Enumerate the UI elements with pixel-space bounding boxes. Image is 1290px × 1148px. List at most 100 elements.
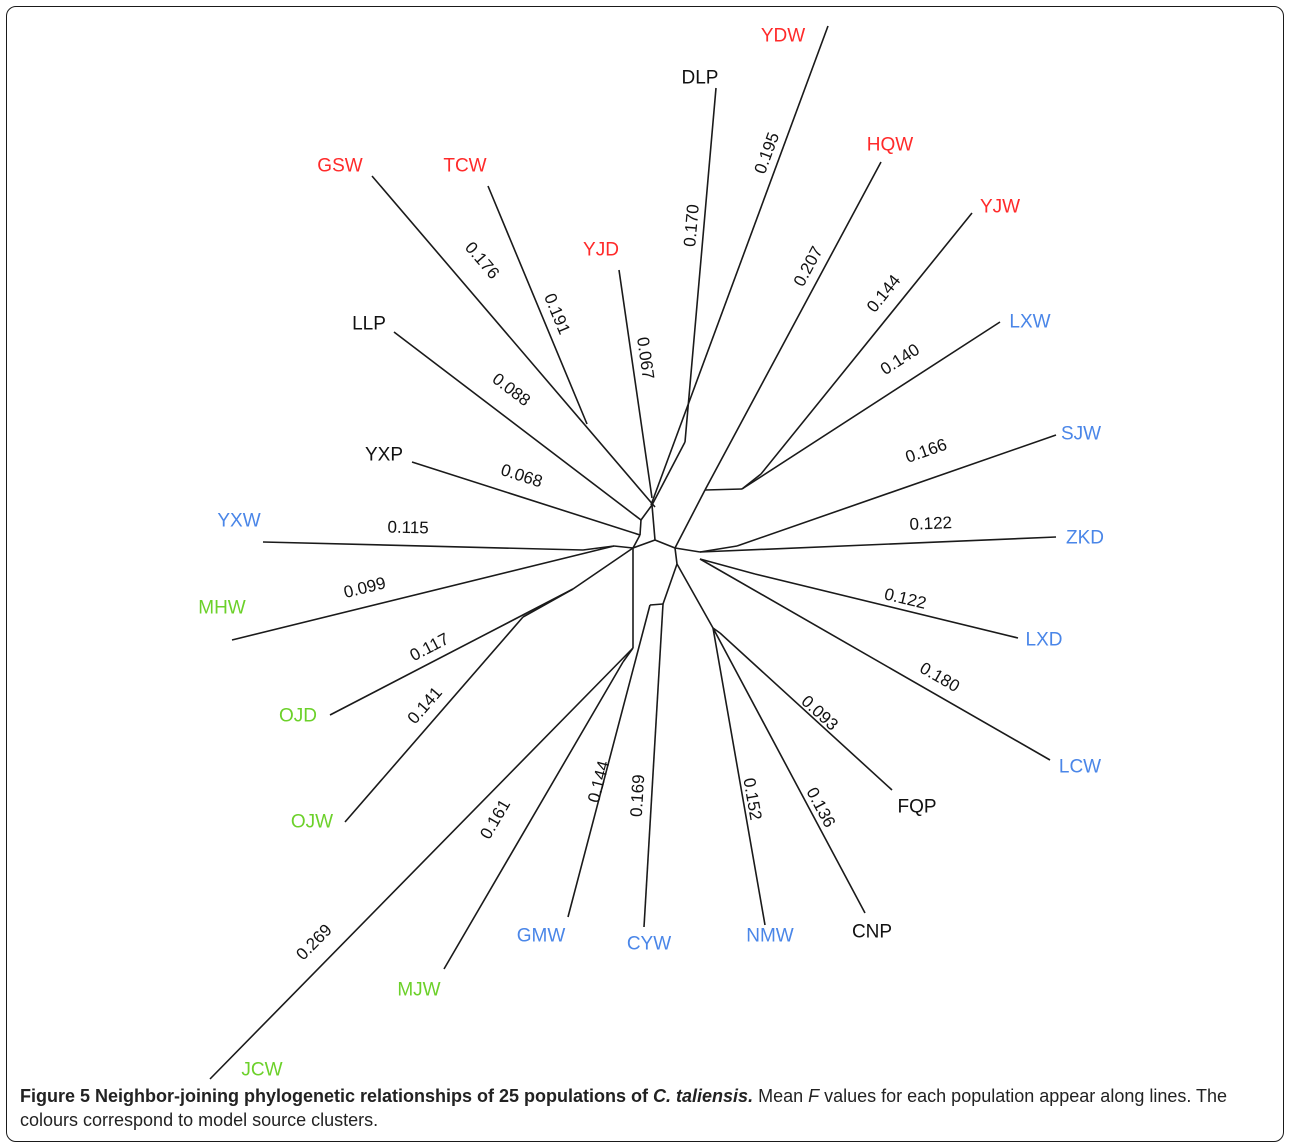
branch-value-lcw: 0.180 [917, 658, 963, 696]
tip-label-lxw: LXW [1009, 312, 1050, 333]
internal-edge-5 [640, 504, 653, 521]
caption-body-before: Mean [753, 1086, 809, 1106]
branch-gsw [371, 175, 656, 508]
branch-value-sjw: 0.166 [903, 435, 949, 467]
branch-llp [393, 331, 642, 521]
branch-gmw [567, 604, 651, 918]
branch-value-yxp: 0.068 [499, 460, 545, 491]
branch-sjw [736, 434, 1057, 547]
branch-mhw [231, 545, 615, 641]
internal-edge-20 [662, 563, 678, 605]
branch-value-ydw: 0.195 [751, 130, 784, 176]
branch-lxd [754, 573, 1019, 639]
internal-edge-2 [651, 504, 656, 541]
tip-label-yjd: YJD [583, 240, 619, 261]
internal-edge-0 [632, 539, 656, 549]
branch-value-yjd: 0.067 [633, 336, 658, 381]
branch-cnp [712, 627, 866, 914]
branch-value-gmw: 0.144 [584, 759, 613, 805]
branch-value-lxd: 0.122 [882, 584, 928, 613]
branch-value-dlp: 0.170 [680, 204, 703, 248]
caption-title: Figure 5 Neighbor-joining phylogenetic r… [20, 1086, 753, 1106]
tip-label-cnp: CNP [852, 922, 892, 943]
tip-label-gmw: GMW [517, 926, 566, 947]
tip-label-yxp: YXP [365, 445, 403, 466]
branch-value-ojd: 0.117 [407, 629, 452, 665]
tip-label-zkd: ZKD [1066, 528, 1104, 549]
branch-ojw [344, 616, 524, 823]
branch-nmw [712, 627, 766, 926]
tip-label-hqw: HQW [867, 135, 914, 156]
branch-value-yjw: 0.144 [863, 271, 905, 316]
branch-value-ojw: 0.141 [404, 683, 446, 728]
branch-lxw [741, 321, 1001, 490]
tip-label-lxd: LXD [1026, 630, 1063, 651]
branch-value-yxw: 0.115 [387, 518, 429, 538]
branch-fqp [719, 632, 893, 791]
internal-edge-8 [632, 534, 641, 549]
figure-caption: Figure 5 Neighbor-joining phylogenetic r… [20, 1084, 1270, 1132]
branch-mjw [443, 661, 624, 970]
caption-species: C. taliensis. [653, 1086, 754, 1106]
branch-value-llp: 0.088 [489, 369, 534, 410]
internal-edges [522, 441, 762, 663]
tip-label-yjw: YJW [980, 197, 1020, 218]
internal-edge-21 [649, 603, 664, 606]
branch-yjw [760, 212, 973, 475]
tip-labels: GSW TCW YJD DLP YDW HQW YJW LXW SJW ZKD LXD LCW FQP C… [198, 26, 1104, 1081]
branch-value-mjw: 0.161 [476, 796, 514, 842]
branch-ojd [329, 588, 574, 716]
internal-edge-15 [674, 489, 706, 549]
tip-label-ydw: YDW [761, 26, 805, 47]
tip-label-dlp: DLP [682, 68, 719, 89]
tip-label-tcw: TCW [443, 156, 486, 177]
internal-edge-23 [699, 558, 756, 575]
tip-label-ojw: OJW [291, 812, 333, 833]
internal-edge-11 [572, 547, 634, 590]
internal-edge-1 [654, 539, 676, 549]
branch-value-fqp: 0.093 [798, 692, 842, 735]
internal-edge-4 [674, 547, 678, 565]
caption-f-letter: F [808, 1086, 820, 1106]
branch-value-mhw: 0.099 [342, 573, 388, 602]
internal-edge-7 [639, 519, 642, 536]
tip-label-sjw: SJW [1061, 424, 1101, 445]
tip-label-cyw: CYW [627, 934, 671, 955]
branch-yxp [411, 461, 641, 536]
branch-lcw [699, 558, 1051, 761]
tip-label-yxw: YXW [217, 511, 260, 532]
branch-tcw [487, 185, 588, 425]
tip-label-llp: LLP [352, 314, 386, 335]
internal-edge-3 [674, 547, 701, 553]
branch-value-nmw: 0.152 [739, 776, 765, 821]
branch-ydw [650, 25, 829, 506]
branch-value-hqw: 0.207 [790, 243, 827, 289]
branch-yjd [618, 269, 653, 499]
branch-value-lxw: 0.140 [877, 340, 923, 379]
figure-frame [6, 6, 1284, 1142]
tip-label-mhw: MHW [198, 598, 246, 619]
tip-branches [209, 25, 1057, 1080]
branch-hqw [704, 161, 882, 491]
tip-label-nmw: NMW [746, 926, 794, 947]
branch-jcw [209, 647, 634, 1080]
branch-dlp [684, 87, 717, 443]
internal-edge-9 [613, 545, 634, 549]
tip-label-jcw: JCW [241, 1060, 282, 1081]
branch-value-cyw: 0.169 [627, 774, 648, 818]
tip-label-gsw: GSW [317, 156, 362, 177]
branch-zkd [699, 536, 1057, 553]
tip-label-fqp: FQP [897, 797, 936, 818]
branch-value-zkd: 0.122 [909, 513, 952, 534]
tip-label-lcw: LCW [1059, 757, 1101, 778]
internal-edge-16 [704, 488, 743, 491]
tip-label-ojd: OJD [279, 706, 317, 727]
branch-cyw [643, 603, 664, 928]
caption-title-prefix: Figure 5 Neighbor-joining phylogenetic r… [20, 1086, 654, 1106]
branch-yxw [262, 541, 584, 551]
caption-body-after: values for each population appear along … [20, 1086, 1228, 1130]
internal-edge-18 [676, 563, 714, 629]
branch-value-gsw: 0.176 [461, 238, 503, 283]
internal-edge-6 [651, 441, 686, 506]
